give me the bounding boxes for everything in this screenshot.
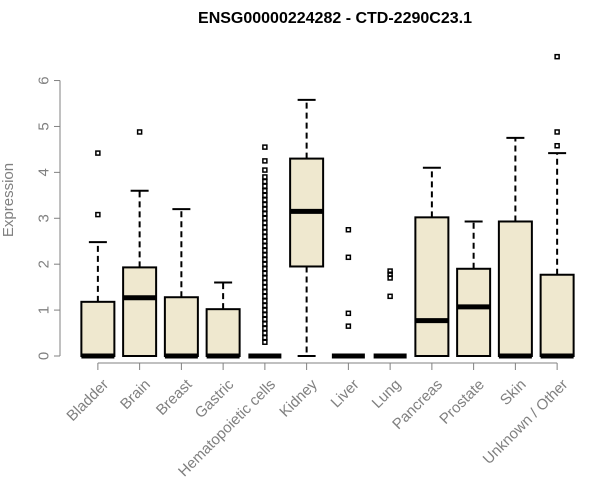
outlier-point	[262, 330, 268, 336]
outlier-point	[262, 252, 268, 258]
outlier-point	[262, 256, 268, 263]
box-rect	[539, 273, 575, 357]
outlier-point	[262, 243, 268, 249]
outlier-point	[262, 197, 268, 203]
y-tick-label: 3	[36, 214, 53, 222]
outlier-point	[262, 206, 268, 212]
outlier-point	[262, 233, 268, 240]
outlier-point	[262, 266, 268, 272]
box-1	[122, 129, 158, 357]
box-0	[80, 150, 116, 359]
outlier-point	[262, 334, 268, 341]
outlier-point	[262, 288, 268, 295]
outlier-point	[262, 298, 268, 304]
outlier-point	[262, 261, 268, 267]
outlier-point	[262, 144, 268, 150]
outlier-point	[262, 178, 268, 185]
chart-title: ENSG00000224282 - CTD-2290C23.1	[198, 10, 472, 27]
outlier-point	[262, 174, 268, 180]
x-tick-label: Lung	[369, 376, 405, 412]
box-rect	[414, 216, 450, 357]
box-9	[456, 220, 492, 358]
outlier-point	[262, 158, 268, 164]
box-3	[205, 281, 241, 359]
boxes-layer	[80, 53, 575, 359]
outlier-point	[387, 293, 393, 300]
box-rect	[80, 300, 116, 357]
outlier-point	[262, 238, 268, 244]
outlier-point	[262, 293, 268, 300]
outlier-point	[262, 321, 268, 327]
y-tick-label: 1	[36, 306, 53, 314]
x-tick-label: Breast	[153, 376, 196, 419]
box-11	[539, 53, 575, 359]
outlier-point	[387, 268, 393, 274]
outlier-point	[262, 339, 268, 345]
outlier-point	[262, 210, 268, 217]
y-tick-label: 4	[36, 168, 53, 176]
outlier-point	[262, 316, 268, 323]
x-tick-label: Bladder	[63, 376, 112, 425]
outlier-point	[262, 229, 268, 235]
outlier-point	[262, 247, 268, 254]
outlier-point	[262, 183, 268, 189]
outlier-point	[262, 201, 268, 208]
y-tick-label: 2	[36, 260, 53, 268]
outlier-point	[262, 224, 268, 231]
box-7	[373, 268, 407, 359]
outlier-point	[345, 310, 352, 317]
outlier-point	[262, 311, 268, 318]
box-rect	[163, 296, 199, 357]
outlier-point	[262, 192, 268, 199]
outlier-point	[262, 215, 268, 222]
x-tick-label: Brain	[117, 376, 154, 413]
outlier-point	[95, 211, 101, 218]
box-rect	[456, 267, 492, 358]
box-8	[414, 166, 450, 357]
box-2	[163, 208, 199, 359]
outlier-point	[345, 323, 352, 329]
box-rect	[497, 220, 533, 357]
y-tick-label: 6	[36, 76, 53, 84]
box-4	[248, 144, 282, 359]
x-tick-label: Liver	[328, 376, 363, 411]
y-tick-label: 5	[36, 122, 53, 130]
outlier-point	[262, 167, 268, 173]
outlier-point	[262, 275, 268, 281]
x-tick-label: Prostate	[436, 376, 488, 428]
outlier-point	[262, 220, 268, 226]
outlier-point	[262, 325, 268, 332]
outlier-point	[136, 129, 143, 135]
y-tick-label: 0	[36, 352, 53, 360]
y-axis: 0 1 2 3 4 5 6	[36, 76, 61, 360]
x-tick-label: Kidney	[276, 376, 321, 421]
box-6	[331, 227, 365, 359]
outlier-point	[345, 254, 352, 261]
box-rect	[122, 266, 158, 357]
outlier-point	[95, 150, 101, 156]
outlier-point	[345, 227, 352, 233]
outlier-point	[554, 53, 560, 60]
box-5	[289, 98, 325, 357]
outlier-point	[262, 302, 268, 309]
outlier-point	[262, 284, 268, 290]
outlier-point	[262, 307, 268, 313]
outlier-point	[262, 187, 268, 194]
box-rect	[205, 308, 241, 358]
outlier-point	[554, 142, 560, 149]
x-tick-label: Skin	[497, 376, 530, 409]
outlier-point	[387, 271, 393, 278]
box-10	[497, 136, 533, 359]
outlier-point	[262, 270, 268, 277]
y-axis-title: Expression	[0, 163, 17, 237]
outlier-point	[262, 279, 268, 286]
outlier-point	[554, 129, 560, 135]
